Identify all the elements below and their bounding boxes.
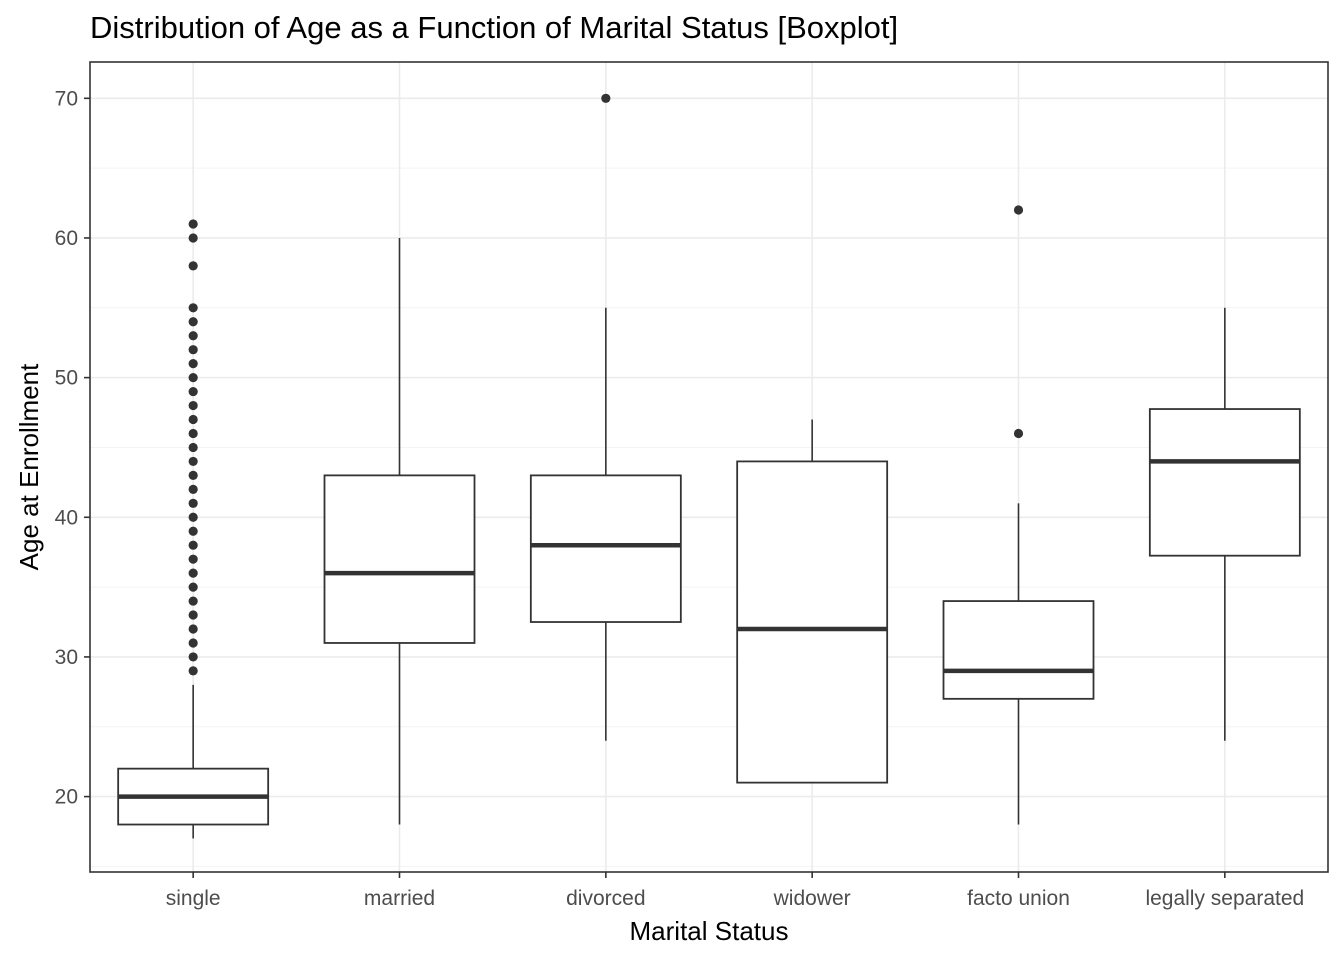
y-tick-label: 40: [55, 506, 78, 529]
outlier-point: [188, 554, 198, 564]
box-iqr: [529, 474, 682, 623]
outlier-point: [188, 624, 198, 634]
chart-title: Distribution of Age as a Function of Mar…: [90, 10, 899, 45]
boxes: [117, 93, 1301, 839]
outlier-point: [1013, 205, 1024, 215]
outlier-point: [188, 317, 198, 327]
box-iqr: [1148, 408, 1301, 557]
y-tick-label: 20: [55, 786, 78, 809]
x-tick-label: married: [364, 887, 435, 910]
outlier-point: [188, 303, 198, 313]
outlier-point: [188, 638, 198, 648]
box-legally-separated: [1148, 307, 1301, 741]
outlier-point: [188, 442, 198, 453]
outlier-point: [188, 331, 198, 341]
y-axis-title: Age at Enrollment: [14, 363, 44, 570]
panel-border: [89, 61, 1329, 873]
outlier-point: [188, 386, 198, 397]
outlier-point: [601, 93, 611, 103]
outlier-point: [188, 666, 198, 676]
box-single: [117, 219, 270, 839]
x-axis-title: Marital Status: [630, 916, 789, 946]
y-tick-label: 30: [55, 646, 78, 669]
outlier-point: [188, 540, 198, 550]
outlier-point: [188, 512, 198, 522]
y-tick-label: 70: [55, 87, 78, 110]
box-married: [323, 237, 476, 825]
outlier-point: [188, 219, 198, 229]
y-tick-label: 50: [55, 367, 78, 390]
box-iqr: [736, 460, 889, 784]
outlier-point: [1013, 428, 1024, 439]
outlier-point: [188, 428, 198, 439]
x-tick-label: facto union: [967, 887, 1070, 910]
box-widower: [736, 419, 889, 784]
grid-lines: [90, 62, 1328, 872]
box-divorced: [529, 93, 682, 741]
outlier-point: [188, 484, 198, 494]
x-tick-label: widower: [773, 887, 851, 910]
outlier-point: [188, 596, 198, 606]
outlier-point: [188, 652, 198, 662]
box-facto-union: [942, 205, 1095, 825]
outlier-point: [188, 233, 198, 243]
box-iqr: [942, 600, 1095, 700]
outlier-point: [188, 610, 198, 620]
outlier-point: [188, 373, 198, 383]
outlier-point: [188, 359, 198, 369]
outlier-point: [188, 568, 198, 578]
ticks: 20 30 40 50 60 70 single married divorced widower…: [55, 87, 1305, 910]
outlier-point: [188, 498, 198, 508]
outlier-point: [188, 345, 198, 355]
x-tick-label: legally separated: [1145, 887, 1304, 910]
outlier-point: [188, 261, 198, 271]
outlier-point: [188, 526, 198, 536]
outlier-point: [188, 456, 198, 467]
outlier-point: [188, 414, 198, 425]
x-tick-label: divorced: [566, 887, 645, 910]
y-tick-label: 60: [55, 227, 78, 250]
outlier-point: [188, 582, 198, 592]
outlier-point: [188, 470, 198, 480]
x-tick-label: single: [166, 887, 221, 910]
outlier-point: [188, 400, 198, 411]
box-iqr: [323, 474, 476, 644]
